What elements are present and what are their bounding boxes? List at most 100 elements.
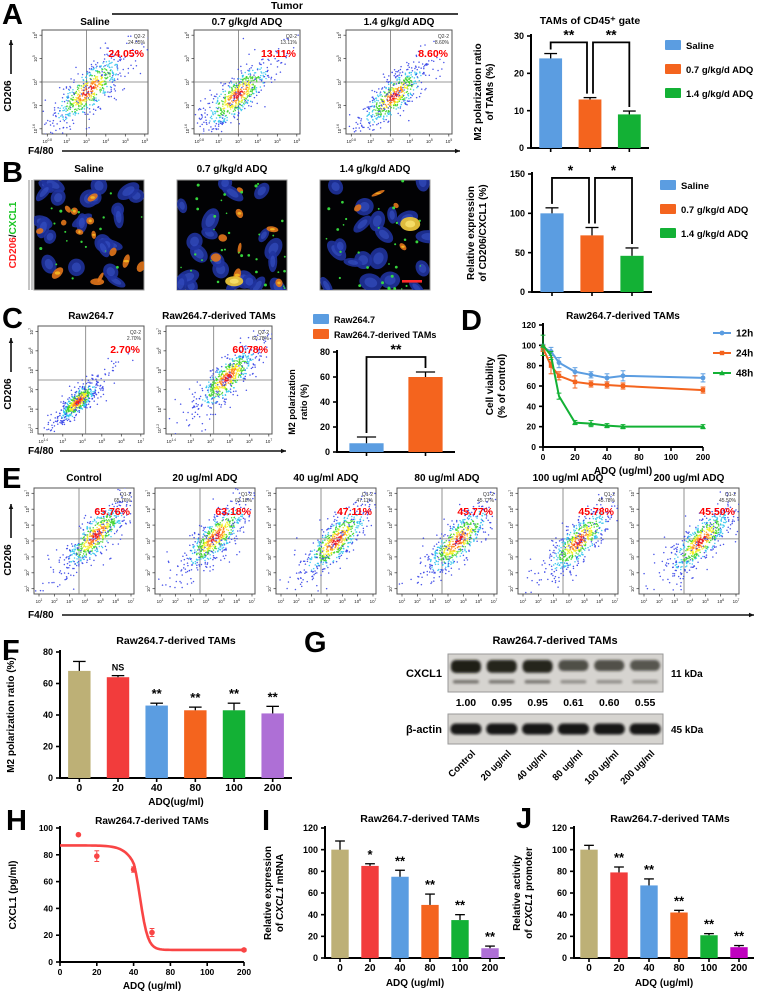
svg-text:120: 120 — [522, 320, 536, 330]
svg-text:0.7 g/kg/d ADQ: 0.7 g/kg/d ADQ — [197, 164, 268, 175]
svg-text:0.7 g/kg/d ADQ: 0.7 g/kg/d ADQ — [686, 65, 753, 76]
svg-text:Q2-2: Q2-2 — [438, 34, 449, 40]
svg-text:13.11%: 13.11% — [261, 48, 297, 60]
svg-text:Saline: Saline — [681, 181, 709, 192]
panel-label-c: C — [2, 303, 23, 335]
svg-text:104: 104 — [24, 537, 30, 544]
svg-text:ADQ (ug/ml): ADQ (ug/ml) — [594, 466, 652, 477]
svg-text:100: 100 — [510, 209, 525, 219]
svg-text:20 ug/ml ADQ: 20 ug/ml ADQ — [172, 473, 237, 484]
svg-text:100.8: 100.8 — [347, 138, 357, 144]
svg-text:104: 104 — [32, 78, 38, 85]
svg-text:105: 105 — [122, 138, 129, 144]
svg-text:101.6: 101.6 — [184, 124, 190, 134]
panel-a-bar-chart: 0 10 20 30 ** **TAMs of CD45⁺ gate M2 polariza… — [473, 15, 753, 153]
svg-text:0: 0 — [531, 442, 536, 452]
svg-text:24.05%: 24.05% — [108, 48, 144, 60]
svg-text:60.78%: 60.78% — [252, 336, 270, 342]
svg-text:8.60%: 8.60% — [435, 40, 450, 46]
svg-text:105: 105 — [156, 367, 162, 374]
svg-text:101.6: 101.6 — [336, 124, 342, 134]
svg-text:**: ** — [563, 26, 574, 42]
svg-text:80: 80 — [320, 347, 330, 357]
panel-label-g: G — [304, 627, 327, 659]
panel-label-j: J — [516, 803, 533, 835]
svg-text:CD206: CD206 — [3, 378, 14, 410]
svg-text:*: * — [568, 162, 574, 178]
svg-text:107: 107 — [265, 438, 272, 444]
svg-text:150: 150 — [510, 169, 525, 179]
svg-text:105: 105 — [226, 438, 233, 444]
svg-text:107: 107 — [137, 438, 144, 444]
svg-text:104: 104 — [102, 138, 109, 144]
svg-text:Q2-2: Q2-2 — [258, 330, 269, 336]
panel-c-flow-cytometry-row: Raw264.7 101.4 103 104 105 106 107 101.2 103 104 1… — [3, 311, 286, 457]
svg-text:105: 105 — [28, 367, 34, 374]
svg-text:2.70%: 2.70% — [127, 336, 142, 342]
svg-text:104: 104 — [254, 138, 261, 144]
svg-text:102: 102 — [24, 569, 30, 576]
svg-text:101.4: 101.4 — [167, 438, 177, 444]
svg-text:104: 104 — [336, 78, 342, 85]
svg-text:Raw264.7-derived TAMs: Raw264.7-derived TAMs — [334, 330, 436, 340]
panel-b-microscopy-row: Saline 0.7 g/kg/d ADQ 1.4 g/kg/d ADQ CD206/… — [8, 164, 431, 291]
svg-text:104: 104 — [156, 386, 162, 393]
svg-text:20: 20 — [527, 422, 537, 432]
svg-text:ratio (%): ratio (%) — [299, 384, 309, 420]
svg-text:F4/80: F4/80 — [28, 146, 54, 157]
svg-text:Tumor: Tumor — [271, 0, 303, 12]
panel-label-e: E — [2, 463, 22, 495]
svg-text:101.2: 101.2 — [28, 424, 34, 434]
svg-text:104: 104 — [28, 386, 34, 393]
svg-text:Q1-2: Q1-2 — [120, 492, 131, 498]
svg-text:105: 105 — [32, 55, 38, 62]
svg-text:107: 107 — [128, 598, 135, 604]
svg-text:Q2-2: Q2-2 — [134, 34, 145, 40]
svg-text:102: 102 — [215, 138, 222, 144]
svg-text:30: 30 — [514, 31, 524, 41]
svg-text:F4/80: F4/80 — [28, 446, 54, 457]
svg-text:103: 103 — [156, 406, 162, 413]
svg-text:106: 106 — [336, 32, 342, 39]
svg-text:103: 103 — [28, 406, 34, 413]
panel-label-i: I — [262, 805, 271, 837]
svg-text:60: 60 — [320, 372, 330, 382]
svg-text:107: 107 — [24, 490, 30, 497]
svg-text:24h: 24h — [736, 349, 753, 360]
svg-text:104: 104 — [79, 438, 86, 444]
svg-text:80: 80 — [634, 452, 644, 462]
svg-text:Saline: Saline — [74, 164, 104, 175]
svg-text:(% of control): (% of control) — [497, 354, 508, 418]
svg-text:2.70%: 2.70% — [110, 344, 140, 356]
svg-text:101: 101 — [36, 598, 43, 604]
svg-text:102: 102 — [51, 598, 58, 604]
svg-text:20: 20 — [514, 69, 524, 79]
svg-text:65.76%: 65.76% — [94, 506, 130, 518]
svg-text:M2 polarization: M2 polarization — [287, 369, 297, 435]
svg-text:100: 100 — [664, 452, 678, 462]
svg-text:48h: 48h — [736, 369, 753, 380]
svg-text:0: 0 — [520, 287, 525, 297]
svg-text:105: 105 — [426, 138, 433, 144]
panel-c-bar-chart: 0 20 40 60 80 ** M2 polarization ratio (%) Raw26… — [287, 314, 455, 457]
svg-text:40: 40 — [320, 397, 330, 407]
svg-text:104: 104 — [406, 138, 413, 144]
svg-text:12h: 12h — [736, 329, 753, 340]
panel-b-bar-chart: 0 50 100 150 * * Relative expression of CD206/C… — [466, 162, 748, 297]
svg-text:CD206/CXCL1: CD206/CXCL1 — [8, 201, 19, 268]
svg-text:107: 107 — [156, 328, 162, 335]
svg-text:M2 polarization ratio: M2 polarization ratio — [473, 43, 484, 140]
svg-text:101.2: 101.2 — [156, 424, 162, 434]
svg-text:106: 106 — [24, 506, 30, 513]
svg-text:CD206: CD206 — [3, 80, 14, 112]
svg-text:0.7 g/kg/d ADQ: 0.7 g/kg/d ADQ — [212, 17, 283, 28]
panel-label-h: H — [6, 805, 27, 837]
svg-text:106: 106 — [112, 598, 119, 604]
svg-text:106: 106 — [118, 438, 125, 444]
svg-text:Saline: Saline — [686, 41, 714, 52]
svg-text:103: 103 — [235, 138, 242, 144]
